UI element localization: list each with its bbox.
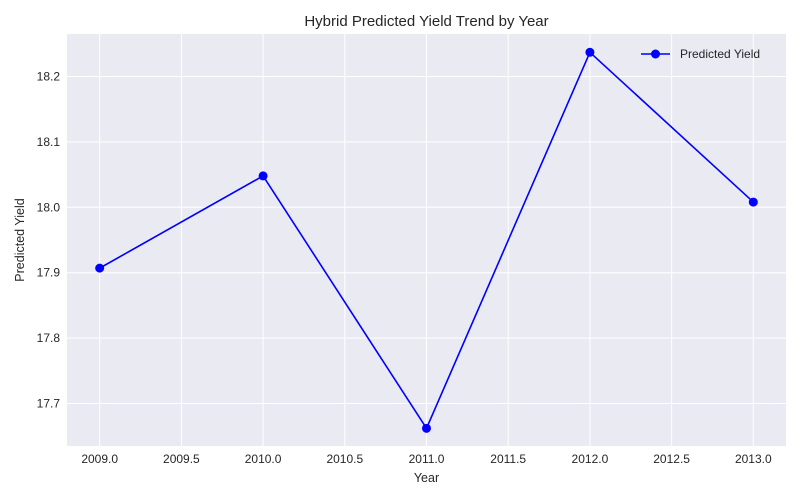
x-tick-label: 2010.5	[326, 452, 363, 466]
x-tick-label: 2011.0	[409, 452, 445, 466]
y-tick-label: 17.8	[37, 331, 61, 345]
data-point	[422, 423, 431, 433]
x-tick-label: 2009.5	[163, 452, 200, 466]
tick-labels: 2009.0 2009.5 2010.0 2010.5 2011.0 2011.5 2012…	[37, 70, 772, 466]
data-point	[748, 197, 758, 207]
legend-label: Predicted Yield	[680, 47, 760, 61]
y-tick-label: 18.2	[37, 70, 61, 84]
chart-title: Hybrid Predicted Yield Trend by Year	[304, 13, 548, 30]
data-point	[258, 171, 268, 181]
y-tick-label: 18.0	[37, 200, 61, 214]
x-tick-label: 2013.0	[735, 452, 772, 466]
y-tick-label: 18.1	[37, 135, 61, 149]
x-tick-label: 2012.5	[653, 452, 690, 466]
series-layer	[95, 47, 758, 433]
y-tick-label: 17.7	[37, 396, 61, 410]
x-tick-label: 2012.0	[572, 452, 609, 466]
legend-marker-swatch	[651, 49, 660, 59]
x-tick-label: 2010.0	[245, 452, 282, 466]
x-tick-label: 2011.5	[490, 452, 526, 466]
data-point	[95, 263, 105, 273]
legend: Predicted Yield	[641, 47, 760, 61]
grid-lines	[67, 34, 786, 446]
x-axis-label: Year	[414, 471, 439, 485]
data-point	[585, 47, 595, 57]
y-tick-label: 17.9	[37, 266, 61, 280]
y-axis-label: Predicted Yield	[13, 198, 27, 281]
x-tick-label: 2009.0	[81, 452, 118, 466]
